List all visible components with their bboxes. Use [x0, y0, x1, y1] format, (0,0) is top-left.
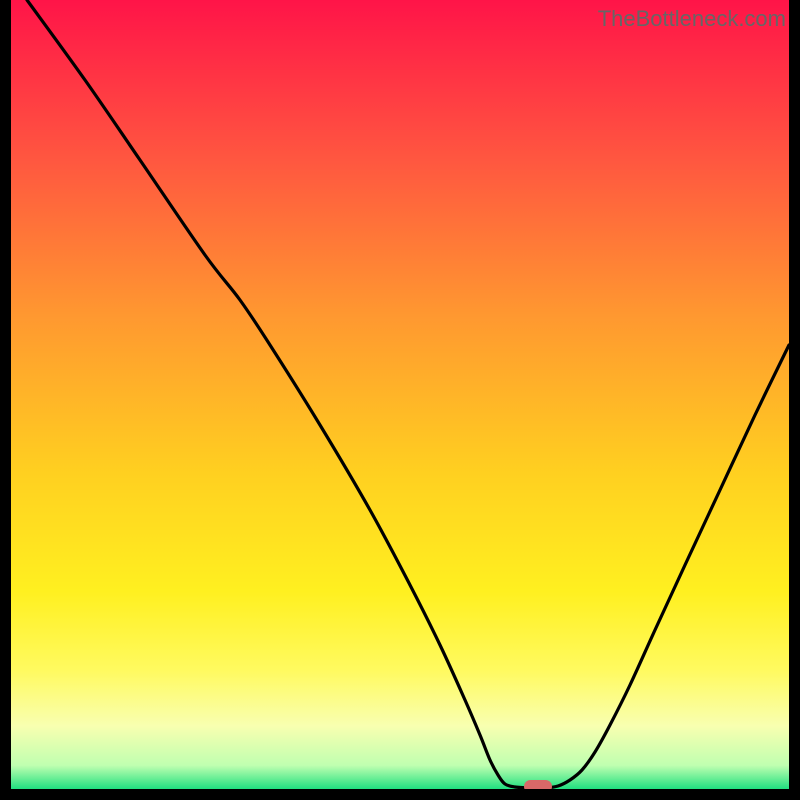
bottleneck-curve — [27, 0, 789, 788]
axis-bottom — [0, 789, 800, 800]
bottleneck-chart: TheBottleneck.com — [0, 0, 800, 800]
axis-left — [0, 0, 11, 800]
axis-right — [789, 0, 800, 800]
curve-layer — [0, 0, 800, 800]
watermark-text: TheBottleneck.com — [598, 6, 786, 32]
